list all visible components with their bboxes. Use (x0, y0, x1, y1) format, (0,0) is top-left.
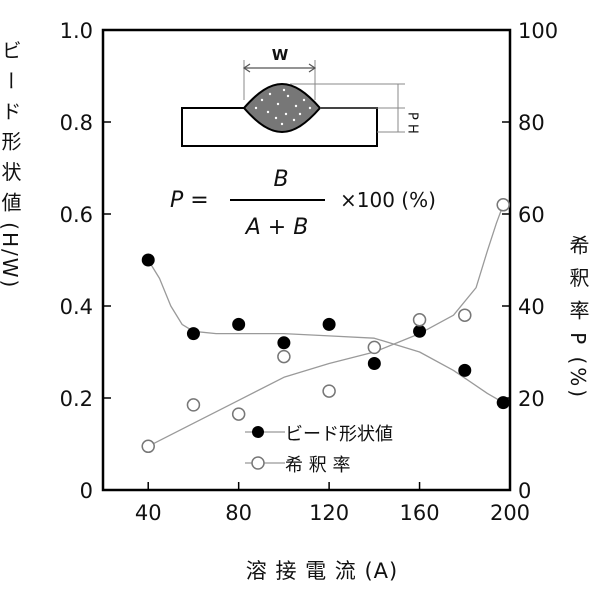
bead-shape-point (141, 253, 155, 267)
y-left-tick-label: 0 (80, 479, 93, 503)
bead-shape-point (413, 324, 427, 338)
bead-texture (254, 88, 312, 126)
dilution-point (412, 313, 427, 327)
dilution-point (496, 198, 510, 212)
y-right-tick-label: 80 (518, 111, 545, 135)
bead-shape-point (496, 396, 510, 410)
legend: ビード形状値 希 釈 率 (245, 424, 393, 476)
x-tick-label: 120 (309, 501, 349, 525)
legend-marker-dilution (251, 456, 265, 470)
y-right-tick-label: 20 (518, 387, 545, 411)
y-right-axis-label: 希 釈 率 P (%) (566, 235, 590, 401)
x-tick-label: 80 (225, 501, 252, 525)
legend-label-bead: ビード形状値 (285, 424, 393, 445)
dilution-point (186, 398, 201, 412)
formula-denominator: A + B (244, 215, 309, 240)
y-left-tick-label: 1.0 (60, 19, 93, 43)
diagram-ph-label: P H (405, 112, 420, 134)
y-left-axis-label: ビ ー ド 形 状 値 (H/W) (0, 40, 22, 290)
y-right-tick-label: 0 (518, 479, 531, 503)
bead-shape-point (186, 327, 200, 341)
y-left-tick-label: 0.6 (60, 203, 93, 227)
bead-shape-point (277, 336, 291, 350)
y-right-tick-label: 60 (518, 203, 545, 227)
formula-numerator: B (273, 167, 288, 192)
dilution-point (458, 308, 472, 322)
plot-frame (101, 28, 512, 492)
y-right-tick-label: 40 (518, 295, 545, 319)
legend-label-dilution: 希 釈 率 (285, 455, 350, 476)
dilution-formula: P = B A + B ×100 (%) (170, 167, 436, 240)
x-tick-label: 160 (400, 501, 440, 525)
bead-diagram: W P H (181, 46, 420, 147)
diagram-w-label: W (272, 46, 289, 64)
y-left-tick-label: 0.4 (60, 295, 93, 319)
bead-shape-point (458, 363, 472, 377)
y-right-tick-label: 100 (518, 19, 558, 43)
series-curve-0 (147, 259, 504, 404)
legend-marker-bead (252, 426, 264, 438)
series-curve-1 (147, 204, 504, 447)
dilution-point (277, 349, 291, 364)
formula-rhs: ×100 (%) (340, 188, 436, 212)
bead-shape-point (232, 317, 246, 331)
dilution-point (367, 340, 382, 355)
y-left-tick-label: 0.8 (60, 111, 93, 135)
dilution-point (141, 439, 155, 454)
bead-shape-point (367, 357, 381, 370)
dilution-point (322, 384, 336, 398)
bead-shape-point (322, 317, 336, 331)
x-axis-label: 溶 接 電 流 (A) (246, 559, 398, 583)
y-left-tick-label: 0.2 (60, 387, 93, 411)
formula-lhs: P = (170, 188, 209, 213)
dilution-point (231, 407, 246, 421)
x-tick-label: 40 (135, 501, 162, 525)
x-tick-label: 200 (490, 501, 530, 525)
